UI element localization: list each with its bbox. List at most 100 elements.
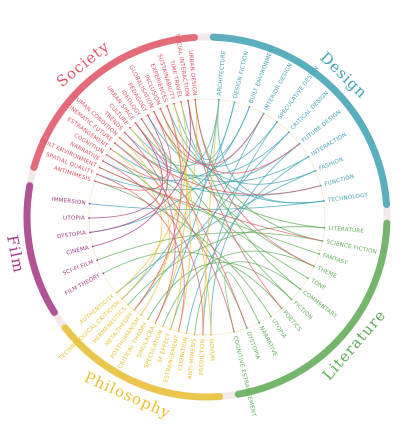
term-label-literature: LITERATURE xyxy=(328,226,364,235)
term-anchor-dot xyxy=(210,334,213,336)
term-label-philosophy: PREDICTION xyxy=(199,339,206,375)
term-anchor-dot xyxy=(298,142,301,145)
term-label-literature: FANTASY xyxy=(322,253,349,267)
chord-link xyxy=(194,99,315,267)
term-anchor-dot xyxy=(233,101,236,104)
chord-link xyxy=(99,167,323,242)
term-anchor-dot xyxy=(93,180,96,182)
chord-link xyxy=(127,226,325,305)
term-label-film: SCI-FI FILM xyxy=(62,259,95,277)
term-label-philosophy: ANTI-MIMESIS xyxy=(187,338,197,380)
term-anchor-dot xyxy=(323,200,325,202)
term-label-literature: UTOPIA xyxy=(270,318,287,340)
term-label-film: DYSTOPIA xyxy=(57,230,87,240)
term-anchor-dot xyxy=(154,322,157,324)
term-label-film: UTOPIA xyxy=(63,216,85,222)
chord-link xyxy=(153,111,315,267)
term-anchor-dot xyxy=(307,155,310,158)
term-anchor-dot xyxy=(193,333,196,336)
chord-link xyxy=(116,101,188,294)
chord-link xyxy=(114,142,235,332)
term-anchor-dot xyxy=(166,105,169,107)
chord-link xyxy=(160,108,212,335)
term-anchor-dot xyxy=(194,98,197,101)
term-anchor-dot xyxy=(129,126,131,129)
term-anchor-dot xyxy=(187,99,189,102)
term-anchor-dot xyxy=(134,122,137,124)
term-anchor-dot xyxy=(121,298,124,300)
term-anchor-dot xyxy=(245,327,248,329)
term-label-design: ARCHITECTURE xyxy=(217,50,228,96)
term-anchor-dot xyxy=(218,98,220,101)
chord-link xyxy=(135,122,325,229)
ring-arc-design xyxy=(209,33,391,208)
chord-link xyxy=(92,114,169,247)
chord-link xyxy=(202,99,220,335)
chord-link xyxy=(187,100,301,290)
chord-link xyxy=(194,261,301,335)
ring-arc-film xyxy=(23,182,58,316)
term-anchor-dot xyxy=(140,117,143,120)
chord-link xyxy=(129,99,220,167)
chord-link xyxy=(153,111,265,166)
term-anchor-dot xyxy=(118,136,121,139)
term-anchor-dot xyxy=(323,226,326,229)
term-label-design: TECHNOLOGY xyxy=(327,192,369,204)
chord-link xyxy=(141,118,292,300)
term-label-literature: POETICS xyxy=(281,310,302,334)
term-anchor-dot xyxy=(133,309,136,311)
term-anchor-dot xyxy=(290,298,293,301)
chord-link xyxy=(170,113,265,330)
chord-link xyxy=(102,160,204,335)
chord-link xyxy=(89,100,192,233)
term-label-design: INTERACTION xyxy=(311,132,348,158)
chord-link xyxy=(135,122,248,329)
term-anchor-dot xyxy=(115,291,118,294)
term-label-film: IMMERSION xyxy=(51,197,86,207)
term-anchor-dot xyxy=(319,184,322,187)
chord-link xyxy=(97,232,323,261)
chord-link xyxy=(103,251,283,309)
term-anchor-dot xyxy=(102,160,104,163)
term-anchor-dot xyxy=(147,318,149,321)
chord-link xyxy=(147,262,292,320)
term-anchor-dot xyxy=(248,106,251,108)
ring-arc-philosophy xyxy=(61,324,224,401)
term-anchor-dot xyxy=(258,321,261,324)
term-label-philosophy: NOVUM xyxy=(208,339,215,361)
chord-link xyxy=(160,108,300,174)
chord-link xyxy=(187,100,283,309)
term-anchor-dot xyxy=(276,121,278,123)
chord-link xyxy=(154,103,188,324)
term-anchor-dot xyxy=(159,107,162,110)
term-anchor-dot xyxy=(102,272,105,275)
chord-link xyxy=(133,105,182,311)
term-anchor-dot xyxy=(321,240,324,242)
chord-link xyxy=(106,118,168,180)
term-anchor-dot xyxy=(280,307,283,310)
term-anchor-dot xyxy=(177,330,180,333)
term-anchor-dot xyxy=(96,173,98,176)
chord-link xyxy=(166,105,316,185)
category-label-film: Film xyxy=(3,234,28,275)
term-anchor-dot xyxy=(89,231,91,234)
term-label-literature: THEME xyxy=(315,265,337,280)
term-anchor-dot xyxy=(185,332,188,335)
chord-link xyxy=(224,271,260,332)
term-anchor-dot xyxy=(88,202,91,205)
chord-link xyxy=(124,132,176,324)
term-label-society: URBAN DESIGN xyxy=(187,50,198,96)
inner-circle xyxy=(88,98,326,336)
term-anchor-dot xyxy=(233,330,235,333)
term-anchor-dot xyxy=(314,169,317,172)
term-anchor-dot xyxy=(96,259,99,262)
chord-link xyxy=(110,148,163,300)
term-anchor-dot xyxy=(91,245,94,248)
term-anchor-dot xyxy=(201,334,204,336)
term-anchor-dot xyxy=(88,217,90,219)
chord-link xyxy=(202,121,278,335)
term-anchor-dot xyxy=(105,154,108,156)
term-anchor-dot xyxy=(98,166,101,169)
